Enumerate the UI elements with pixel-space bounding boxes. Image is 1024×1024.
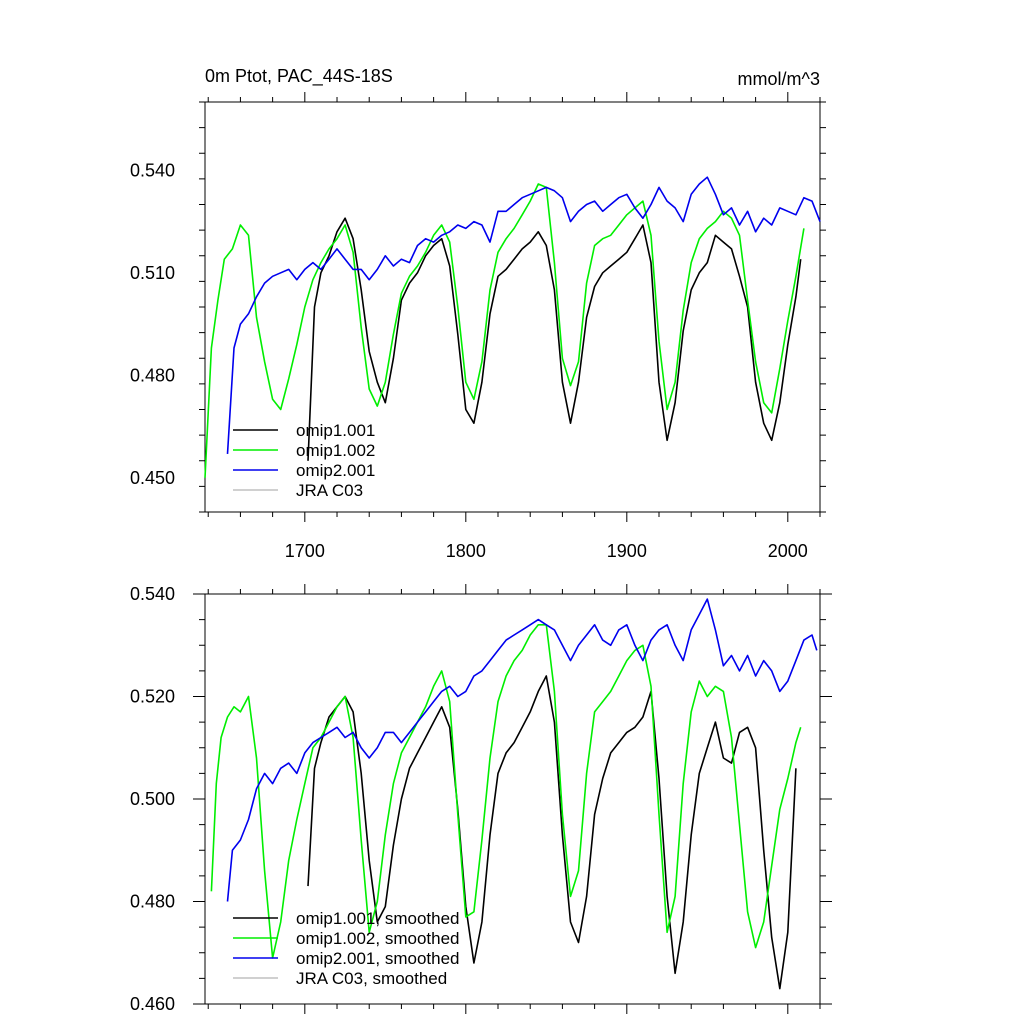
y-tick-label: 0.540 <box>130 584 175 604</box>
y-tick-label: 0.520 <box>130 687 175 707</box>
series-line <box>226 598 818 902</box>
x-tick-label: 1700 <box>285 541 325 561</box>
series-line <box>204 183 805 478</box>
top-panel: 0m Ptot, PAC_44S-18S mmol/m^3 1700 1800 19… <box>130 66 826 561</box>
series-line <box>307 217 802 461</box>
series-line <box>307 675 797 990</box>
legend-label: omip1.002 <box>296 441 375 460</box>
series-line <box>210 623 802 959</box>
legend-label: omip1.001 <box>296 421 375 440</box>
legend-label: omip1.001, smoothed <box>296 909 460 928</box>
top-panel-series <box>204 176 821 478</box>
legend-label: omip2.001 <box>296 461 375 480</box>
legend-label: omip2.001, smoothed <box>296 949 460 968</box>
y-tick-label: 0.480 <box>130 892 175 912</box>
legend-label: JRA C03, smoothed <box>296 969 447 988</box>
y-tick-label: 0.480 <box>130 365 175 385</box>
y-tick-label: 0.510 <box>130 263 175 283</box>
y-tick-label: 0.450 <box>130 468 175 488</box>
bottom-panel: 0.460 0.480 0.500 0.520 0.540 omip1.001, smo… <box>130 584 832 1014</box>
y-tick-label: 0.500 <box>130 789 175 809</box>
top-panel-units: mmol/m^3 <box>738 69 820 89</box>
x-tick-label: 2000 <box>768 541 808 561</box>
series-line <box>226 176 821 454</box>
top-panel-title: 0m Ptot, PAC_44S-18S <box>205 66 393 87</box>
x-tick-label: 1900 <box>607 541 647 561</box>
bottom-panel-ticks: 0.460 0.480 0.500 0.520 0.540 <box>130 584 832 1014</box>
y-tick-label: 0.540 <box>130 160 175 180</box>
legend-label: omip1.002, smoothed <box>296 929 460 948</box>
bottom-panel-series <box>210 598 818 990</box>
y-tick-label: 0.460 <box>130 994 175 1014</box>
top-panel-ticks: 1700 1800 1900 2000 0.450 0.480 0.510 0.540 <box>130 92 826 561</box>
x-tick-label: 1800 <box>446 541 486 561</box>
legend-label: JRA C03 <box>296 481 363 500</box>
